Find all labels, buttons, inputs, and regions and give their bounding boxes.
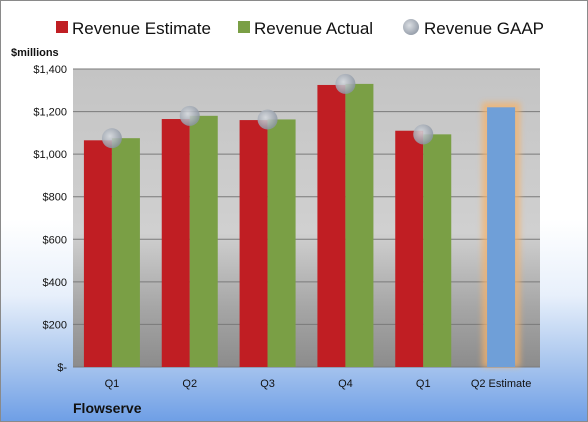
x-tick-label: Q2 Estimate bbox=[471, 378, 532, 390]
x-tick-label: Q2 bbox=[182, 378, 197, 390]
bar-revenue-estimate bbox=[395, 130, 424, 367]
y-tick-label: $1,200 bbox=[33, 107, 67, 119]
bar-revenue-estimate bbox=[239, 120, 268, 367]
bar-q2-estimate bbox=[487, 107, 516, 368]
bar-revenue-estimate bbox=[83, 140, 112, 367]
legend-swatch-estimate bbox=[56, 21, 68, 33]
x-tick-label: Q4 bbox=[338, 378, 353, 390]
x-tick-label: Q1 bbox=[105, 378, 120, 390]
legend: Revenue Estimate Revenue Actual Revenue … bbox=[56, 19, 544, 38]
y-axis-ticks: $- $200 $400 $600 $800 $1,000 $1,200 $1,400 bbox=[33, 64, 67, 374]
y-tick-label: $200 bbox=[43, 319, 67, 331]
bar-revenue-estimate bbox=[317, 84, 346, 367]
marker-revenue-gaap bbox=[413, 124, 434, 145]
y-unit-label: $millions bbox=[11, 47, 59, 59]
bar-revenue-estimate bbox=[161, 119, 190, 368]
y-tick-label: $800 bbox=[43, 192, 67, 204]
legend-swatch-gaap bbox=[403, 19, 419, 35]
legend-label-estimate: Revenue Estimate bbox=[72, 19, 211, 38]
x-tick-label: Q1 bbox=[416, 378, 431, 390]
bar-revenue-actual bbox=[111, 138, 140, 367]
y-tick-label: $1,000 bbox=[33, 149, 67, 161]
y-tick-label: $600 bbox=[43, 234, 67, 246]
bars bbox=[83, 83, 521, 368]
legend-label-actual: Revenue Actual bbox=[254, 19, 373, 38]
marker-revenue-gaap bbox=[101, 128, 122, 149]
marker-revenue-gaap bbox=[335, 73, 356, 94]
gridlines bbox=[73, 68, 540, 368]
x-tick-label: Q3 bbox=[260, 378, 275, 390]
bar-revenue-actual bbox=[423, 134, 452, 367]
legend-swatch-actual bbox=[238, 21, 250, 33]
x-axis-ticks: Q1 Q2 Q3 Q4 Q1 Q2 Estimate bbox=[105, 378, 532, 390]
gaap-markers bbox=[101, 73, 434, 149]
bar-revenue-actual bbox=[345, 83, 374, 368]
plot-area bbox=[73, 69, 540, 367]
y-tick-label: $- bbox=[57, 362, 67, 374]
y-tick-label: $1,400 bbox=[33, 64, 67, 76]
marker-revenue-gaap bbox=[179, 105, 200, 126]
company-label: Flowserve bbox=[73, 400, 142, 416]
marker-revenue-gaap bbox=[257, 109, 278, 130]
y-tick-label: $400 bbox=[43, 277, 67, 289]
bar-revenue-actual bbox=[189, 115, 218, 367]
bar-revenue-actual bbox=[267, 119, 296, 367]
legend-label-gaap: Revenue GAAP bbox=[424, 19, 544, 38]
